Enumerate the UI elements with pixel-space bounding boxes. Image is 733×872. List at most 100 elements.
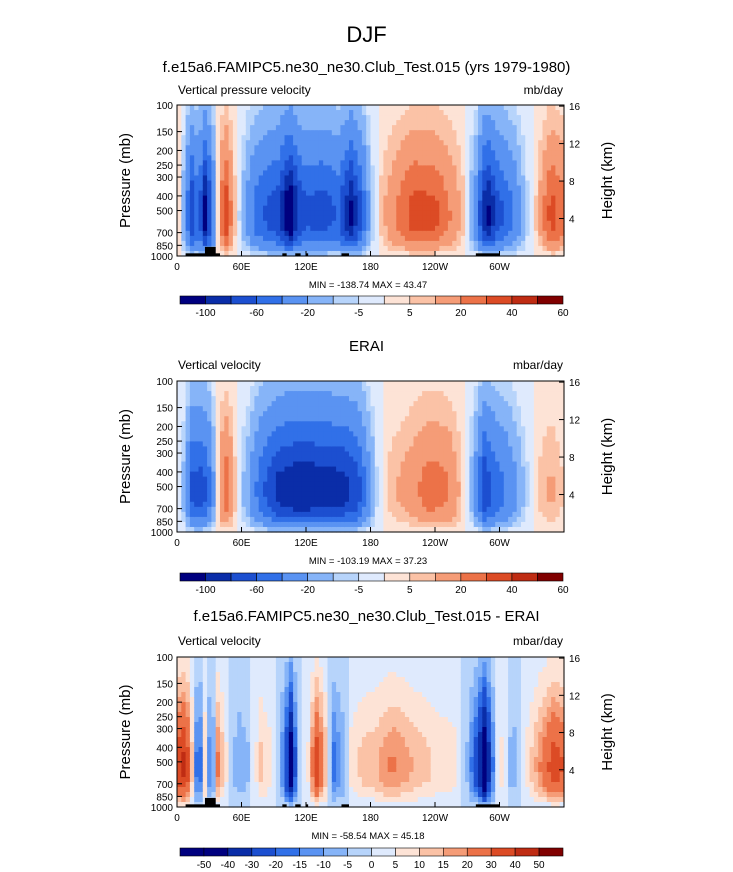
field-cell: [194, 401, 200, 407]
field-cell: [288, 160, 294, 166]
field-cell: [422, 195, 427, 202]
field-cell: [318, 130, 324, 136]
field-cell: [525, 205, 531, 212]
field-cell: [478, 431, 483, 437]
field-cell: [306, 160, 311, 166]
field-cell: [284, 436, 290, 442]
field-cell: [297, 205, 303, 212]
field-cell: [340, 160, 346, 166]
field-cell: [194, 391, 200, 397]
field-cell: [232, 175, 238, 182]
field-cell: [267, 140, 273, 146]
field-cell: [465, 150, 470, 156]
field-cell: [288, 391, 294, 397]
field-cell: [211, 406, 217, 412]
field-cell: [232, 516, 238, 523]
field-cell: [327, 210, 333, 217]
field-cell: [331, 220, 337, 227]
field-cell: [370, 431, 376, 437]
field-cell: [409, 220, 415, 227]
field-cell: [189, 466, 195, 473]
field-cell: [215, 431, 221, 437]
field-cell: [310, 406, 316, 412]
field-cell: [503, 160, 509, 166]
field-cell: [228, 451, 234, 458]
field-cell: [344, 135, 350, 141]
field-cell: [473, 506, 479, 513]
field-cell: [293, 516, 298, 523]
field-cell: [383, 486, 389, 493]
field-cell: [293, 441, 298, 448]
field-cell: [430, 235, 436, 242]
field-cell: [344, 160, 350, 166]
field-cell: [439, 471, 445, 478]
field-cell: [508, 105, 513, 111]
field-cell: [478, 461, 483, 468]
field-cell: [237, 110, 243, 116]
field-cell: [297, 135, 303, 141]
field-cell: [404, 185, 410, 192]
field-cell: [314, 120, 320, 126]
field-cell: [314, 501, 320, 508]
field-cell: [250, 491, 255, 498]
field-cell: [478, 446, 483, 453]
field-cell: [465, 506, 470, 513]
field-cell: [559, 180, 565, 187]
field-cell: [465, 466, 470, 473]
field-cell: [189, 456, 195, 463]
field-cell: [207, 160, 212, 166]
field-cell: [263, 155, 268, 161]
field-cell: [430, 225, 436, 232]
field-cell: [284, 461, 290, 468]
field-cell: [228, 461, 234, 468]
field-cell: [430, 190, 436, 197]
field-cell: [465, 421, 470, 427]
field-cell: [220, 491, 225, 498]
field-cell: [383, 436, 389, 442]
field-cell: [508, 200, 513, 207]
field-cell: [314, 486, 320, 493]
field-cell: [521, 225, 526, 232]
field-cell: [349, 225, 354, 232]
field-cell: [314, 456, 320, 463]
field-cell: [267, 225, 273, 232]
field-cell: [478, 406, 483, 412]
field-cell: [263, 125, 268, 131]
field-cell: [400, 145, 406, 151]
field-cell: [439, 150, 445, 156]
field-cell: [546, 105, 552, 111]
field-cell: [555, 140, 561, 146]
field-cell: [232, 431, 238, 437]
field-cell: [374, 466, 380, 473]
field-cell: [280, 416, 286, 422]
field-cell: [306, 441, 311, 448]
field-cell: [473, 526, 479, 533]
field-cell: [538, 180, 544, 187]
field-cell: [293, 110, 298, 116]
field-cell: [400, 215, 406, 222]
field-cell: [404, 200, 410, 207]
field-cell: [387, 110, 393, 116]
field-cell: [392, 501, 397, 508]
field-cell: [336, 240, 341, 247]
field-cell: [284, 431, 290, 437]
field-cell: [409, 170, 415, 177]
field-cell: [224, 436, 230, 442]
field-cell: [447, 476, 453, 483]
field-cell: [185, 165, 191, 172]
field-cell: [263, 130, 268, 136]
field-cell: [465, 250, 470, 257]
field-cell: [417, 215, 423, 222]
field-cell: [478, 526, 483, 533]
field-cell: [181, 230, 187, 237]
field-cell: [503, 200, 509, 207]
field-cell: [447, 135, 453, 141]
field-cell: [232, 416, 238, 422]
field-cell: [435, 110, 440, 116]
field-cell: [490, 446, 496, 453]
field-cell: [357, 185, 363, 192]
field-cell: [314, 521, 320, 528]
field-cell: [478, 155, 483, 161]
field-cell: [288, 235, 294, 242]
field-cell: [409, 521, 415, 528]
